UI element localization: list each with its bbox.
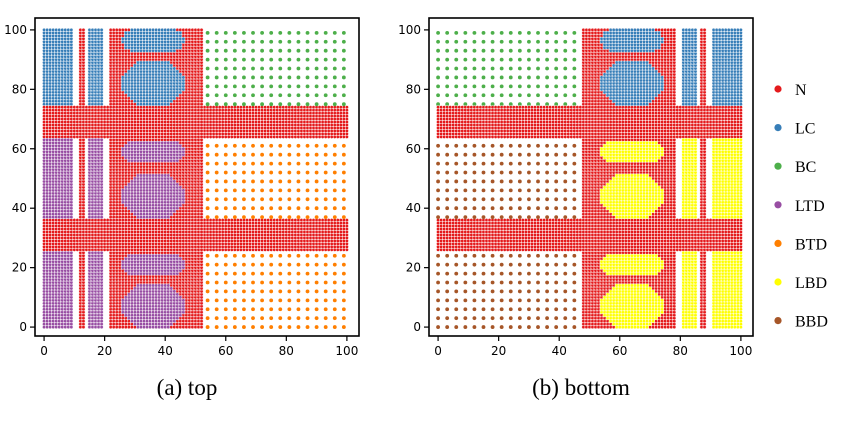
data-point-lc — [69, 27, 74, 32]
points — [42, 27, 349, 330]
data-point-lc — [99, 27, 104, 32]
data-point-n — [344, 105, 349, 110]
data-point-n — [81, 27, 86, 32]
